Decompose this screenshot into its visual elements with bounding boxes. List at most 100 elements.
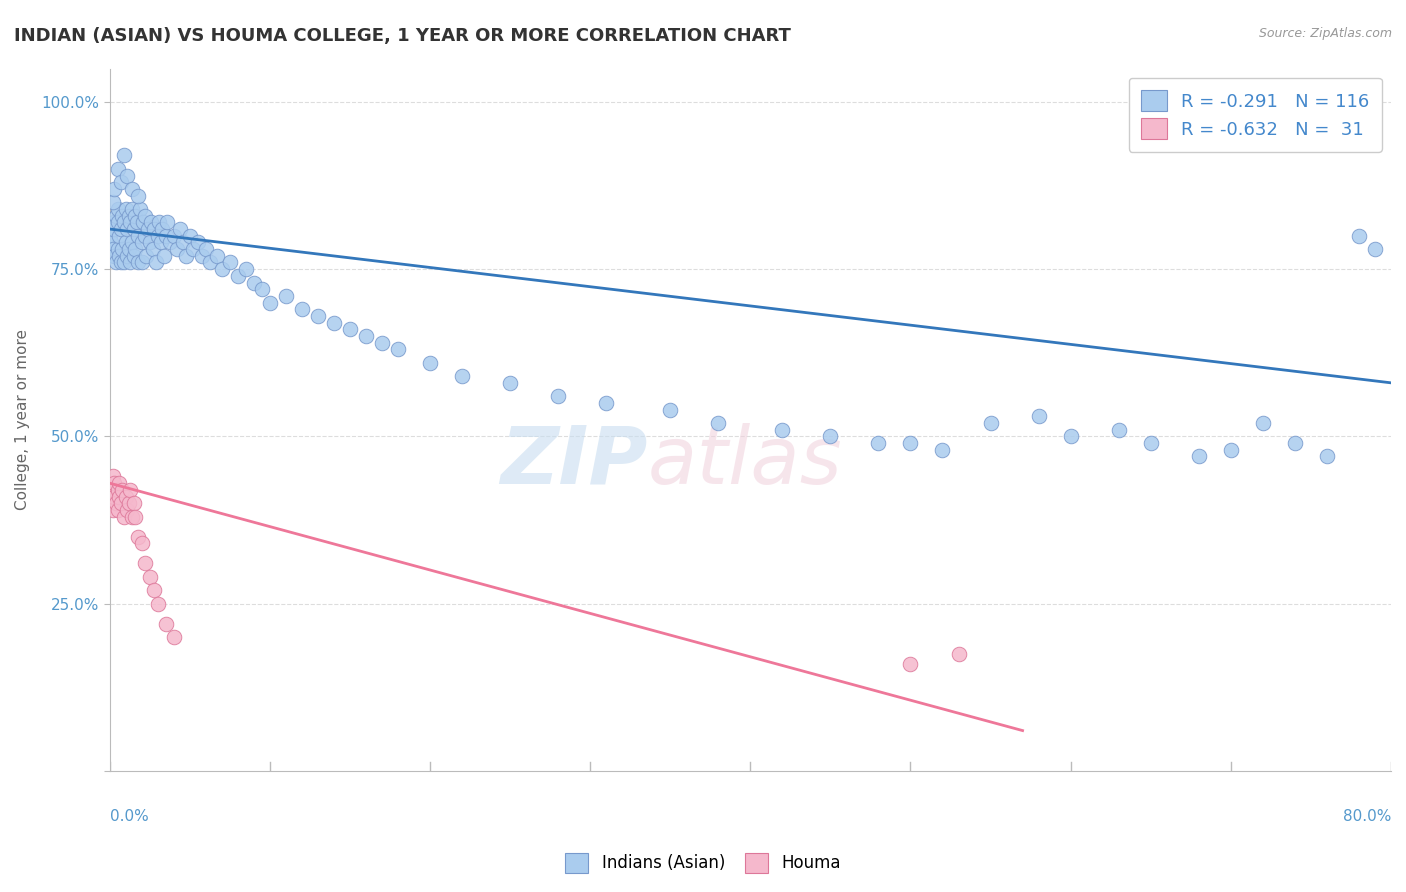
Point xyxy=(114,235,136,250)
Point xyxy=(451,369,474,384)
Point xyxy=(250,282,273,296)
Point xyxy=(118,496,141,510)
Point xyxy=(121,182,143,196)
Point xyxy=(135,249,157,263)
Point xyxy=(108,476,131,491)
Point xyxy=(547,389,569,403)
Point xyxy=(124,509,146,524)
Point xyxy=(104,209,127,223)
Point xyxy=(107,202,129,216)
Point xyxy=(371,335,394,350)
Point xyxy=(153,249,176,263)
Point xyxy=(101,222,124,236)
Point xyxy=(107,503,129,517)
Point xyxy=(159,235,181,250)
Point xyxy=(108,249,131,263)
Point xyxy=(107,483,129,497)
Point xyxy=(169,222,191,236)
Point xyxy=(900,657,922,671)
Point xyxy=(770,423,793,437)
Point xyxy=(118,209,141,223)
Point xyxy=(107,161,129,176)
Point xyxy=(1108,423,1130,437)
Point xyxy=(307,309,329,323)
Point xyxy=(101,242,124,256)
Point xyxy=(659,402,682,417)
Point xyxy=(1348,228,1371,243)
Point xyxy=(104,255,127,269)
Point xyxy=(121,235,143,250)
Point xyxy=(162,228,184,243)
Point xyxy=(118,242,141,256)
Point xyxy=(134,209,156,223)
Point xyxy=(1139,436,1161,450)
Point xyxy=(387,343,409,357)
Point xyxy=(112,509,135,524)
Point xyxy=(112,148,135,162)
Point xyxy=(146,597,169,611)
Point xyxy=(131,536,153,550)
Point xyxy=(107,242,129,256)
Point xyxy=(110,175,132,189)
Point xyxy=(121,509,143,524)
Point xyxy=(108,228,131,243)
Point xyxy=(104,496,127,510)
Point xyxy=(122,249,145,263)
Point xyxy=(322,316,344,330)
Point xyxy=(134,228,156,243)
Point xyxy=(101,469,124,483)
Point xyxy=(1219,442,1241,457)
Point xyxy=(125,215,148,229)
Y-axis label: College, 1 year or more: College, 1 year or more xyxy=(15,329,30,510)
Point xyxy=(595,396,617,410)
Point xyxy=(1028,409,1050,424)
Point xyxy=(100,235,122,250)
Point xyxy=(419,356,441,370)
Point xyxy=(111,242,134,256)
Point xyxy=(1251,416,1274,430)
Point xyxy=(112,215,135,229)
Point xyxy=(112,255,135,269)
Point xyxy=(218,255,240,269)
Point xyxy=(499,376,522,390)
Point xyxy=(235,262,257,277)
Point xyxy=(176,249,198,263)
Point xyxy=(107,215,129,229)
Text: ZIP: ZIP xyxy=(501,423,648,500)
Point xyxy=(1316,450,1339,464)
Point xyxy=(259,295,281,310)
Point xyxy=(155,616,177,631)
Point xyxy=(820,429,842,443)
Point xyxy=(868,436,890,450)
Point xyxy=(1188,450,1211,464)
Point xyxy=(149,235,172,250)
Legend: Indians (Asian), Houma: Indians (Asian), Houma xyxy=(558,847,848,880)
Point xyxy=(131,255,153,269)
Point xyxy=(138,235,160,250)
Point xyxy=(124,209,146,223)
Point xyxy=(120,255,142,269)
Text: atlas: atlas xyxy=(648,423,842,500)
Point xyxy=(200,255,222,269)
Point xyxy=(931,442,953,457)
Point xyxy=(121,202,143,216)
Point xyxy=(1284,436,1306,450)
Point xyxy=(131,235,153,250)
Point xyxy=(339,322,361,336)
Point xyxy=(143,583,166,598)
Point xyxy=(129,202,152,216)
Point xyxy=(194,242,217,256)
Point xyxy=(134,557,156,571)
Point xyxy=(187,235,209,250)
Point xyxy=(127,530,149,544)
Point xyxy=(127,228,149,243)
Point xyxy=(191,249,214,263)
Point xyxy=(166,242,188,256)
Point xyxy=(143,222,166,236)
Text: 80.0%: 80.0% xyxy=(1343,809,1391,824)
Point xyxy=(114,490,136,504)
Point xyxy=(115,249,138,263)
Point xyxy=(110,255,132,269)
Point xyxy=(142,242,165,256)
Point xyxy=(120,483,142,497)
